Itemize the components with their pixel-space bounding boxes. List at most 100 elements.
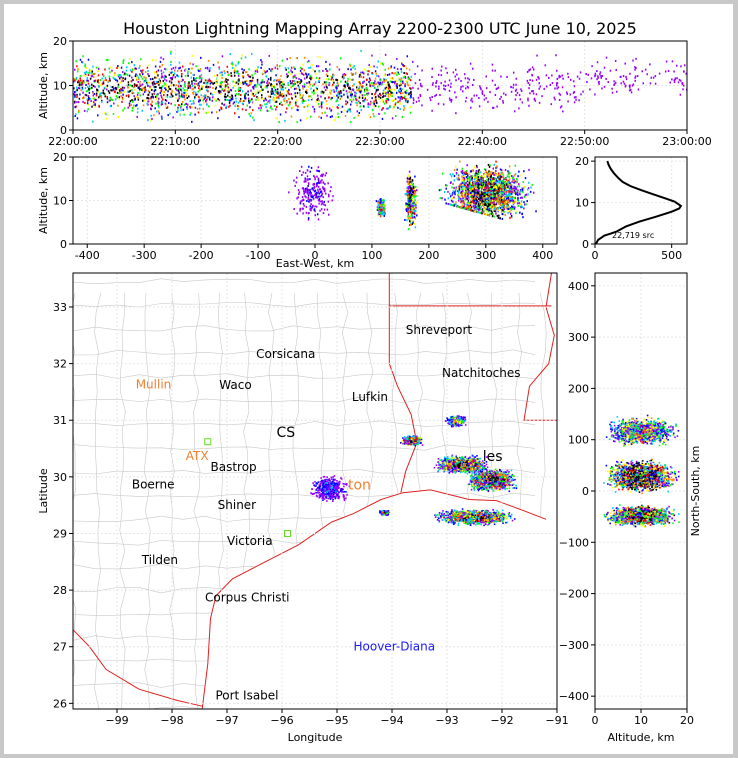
source-point xyxy=(397,71,400,74)
source-point xyxy=(163,94,165,97)
source-point xyxy=(317,199,320,202)
source-point xyxy=(254,70,257,73)
source-point xyxy=(440,69,442,72)
source-point xyxy=(196,95,199,98)
source-point xyxy=(164,74,166,77)
source-point xyxy=(302,73,305,76)
source-point xyxy=(255,83,257,86)
source-point xyxy=(535,78,538,81)
source-point xyxy=(401,88,403,91)
source-point xyxy=(202,95,205,98)
source-point xyxy=(681,83,684,86)
source-point xyxy=(333,90,336,93)
source-point xyxy=(354,72,357,75)
source-point xyxy=(162,79,165,82)
source-point xyxy=(169,77,172,80)
source-point xyxy=(350,78,352,81)
source-point xyxy=(517,204,520,207)
source-point xyxy=(179,112,181,115)
source-point xyxy=(228,99,231,102)
source-point xyxy=(86,102,89,105)
source-point xyxy=(274,88,277,91)
source-point xyxy=(382,203,385,206)
source-point xyxy=(189,62,191,65)
source-point xyxy=(455,112,457,115)
source-point xyxy=(495,169,497,172)
county-border xyxy=(193,292,201,709)
source-point xyxy=(462,85,464,88)
source-point xyxy=(513,191,515,194)
source-point xyxy=(313,187,315,190)
source-point xyxy=(225,78,227,81)
source-point xyxy=(521,196,524,199)
source-point xyxy=(328,107,331,110)
source-point xyxy=(116,67,118,70)
source-point xyxy=(153,92,155,95)
source-point xyxy=(469,202,471,205)
source-point xyxy=(285,68,287,71)
source-point xyxy=(82,91,84,94)
source-point xyxy=(309,198,311,201)
source-point xyxy=(78,97,81,100)
source-point xyxy=(287,71,290,74)
source-point xyxy=(331,85,333,88)
source-point xyxy=(84,87,87,90)
source-point xyxy=(523,203,526,206)
source-point xyxy=(431,76,433,79)
source-point xyxy=(392,78,394,81)
source-point xyxy=(292,75,295,78)
source-point xyxy=(221,80,223,83)
source-point xyxy=(320,181,322,184)
source-point xyxy=(378,210,381,213)
source-point xyxy=(325,69,328,72)
source-point xyxy=(266,101,269,104)
source-point xyxy=(275,93,277,96)
source-point xyxy=(299,97,302,100)
source-point xyxy=(412,99,415,102)
source-point xyxy=(78,110,80,113)
source-point xyxy=(256,78,259,81)
source-point xyxy=(218,99,221,102)
source-point xyxy=(283,100,286,103)
source-point xyxy=(144,89,147,92)
source-point xyxy=(122,109,124,112)
source-point xyxy=(459,183,461,186)
source-point xyxy=(381,99,383,102)
source-point xyxy=(150,114,152,117)
source-point xyxy=(250,52,253,55)
source-point xyxy=(153,71,156,74)
source-point xyxy=(454,205,457,208)
source-point xyxy=(510,86,512,89)
source-point xyxy=(86,79,88,82)
source-point xyxy=(580,93,582,96)
source-point xyxy=(419,95,422,98)
source-point xyxy=(346,84,349,87)
source-point xyxy=(318,170,320,173)
source-point xyxy=(346,92,348,95)
source-point xyxy=(258,99,260,102)
source-point xyxy=(299,207,301,210)
source-point xyxy=(194,77,197,80)
source-point xyxy=(575,98,577,101)
source-point xyxy=(189,114,191,117)
source-point xyxy=(534,99,537,102)
source-point xyxy=(308,200,311,203)
source-point xyxy=(394,72,397,75)
source-point xyxy=(142,69,144,72)
source-point xyxy=(302,171,305,174)
source-point xyxy=(118,96,121,99)
source-point xyxy=(383,199,385,202)
source-point xyxy=(167,102,170,105)
source-point xyxy=(97,96,100,99)
source-point xyxy=(270,90,273,93)
source-point xyxy=(514,164,517,167)
source-point xyxy=(475,202,477,205)
source-point xyxy=(204,67,207,70)
source-point xyxy=(624,62,626,65)
source-point xyxy=(160,100,163,103)
source-point xyxy=(143,76,145,79)
source-point xyxy=(164,67,166,70)
source-point xyxy=(183,89,186,92)
county-border xyxy=(143,292,151,709)
source-point xyxy=(74,68,76,71)
